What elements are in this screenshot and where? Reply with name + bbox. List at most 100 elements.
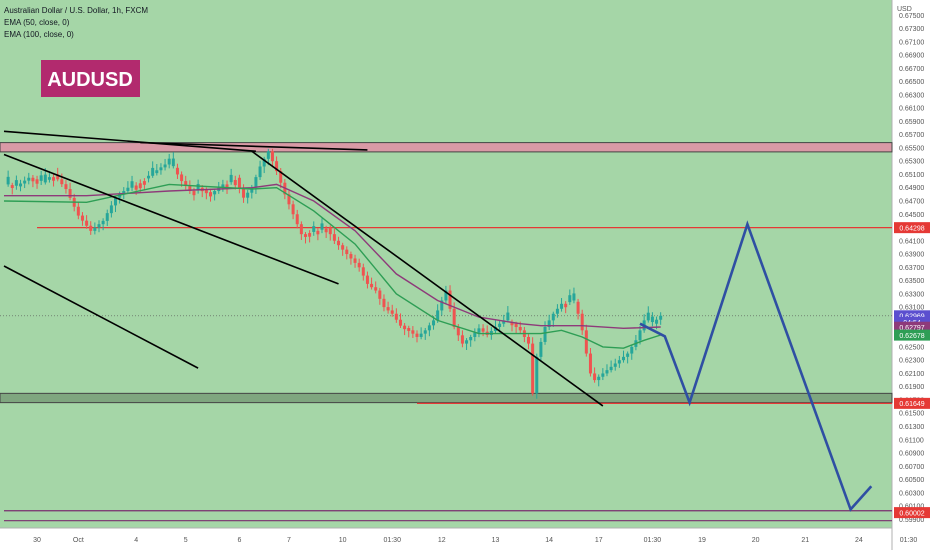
candle-body <box>403 325 407 330</box>
candle-body <box>316 230 320 235</box>
support-zone <box>0 392 893 404</box>
y-tick-label: 0.63300 <box>899 291 924 298</box>
candle-body <box>175 167 179 175</box>
candle-body <box>518 327 522 331</box>
axis-unit-label: USD <box>897 6 912 13</box>
top-trendline[interactable] <box>140 141 368 151</box>
y-tick-label: 0.65500 <box>899 145 924 152</box>
candle-body <box>502 320 506 324</box>
candle-body <box>60 179 64 185</box>
candle-body <box>155 170 159 174</box>
x-tick-label: 19 <box>698 537 706 544</box>
candle-body <box>258 166 262 178</box>
projection-path[interactable] <box>639 220 873 512</box>
candle-body <box>147 175 151 179</box>
y-tick-label: 0.64100 <box>899 238 924 245</box>
channel-top-trendline[interactable] <box>251 150 604 407</box>
candle-body <box>378 290 382 299</box>
price-label-tag <box>894 329 930 341</box>
candle-body <box>97 224 101 228</box>
price-label-text: 0.62678 <box>899 333 924 340</box>
candle-body <box>370 283 374 288</box>
candle-body <box>460 335 464 344</box>
x-tick-label: 01:30 <box>383 537 401 544</box>
candle-body <box>477 328 481 333</box>
candle-body <box>572 293 576 301</box>
candle-body <box>246 192 250 198</box>
candle-body <box>427 325 431 331</box>
y-tick-label: 0.62500 <box>899 344 924 351</box>
candle-body <box>605 370 609 374</box>
candle-body <box>543 327 547 342</box>
y-tick-label: 0.65300 <box>899 159 924 166</box>
candle-body <box>118 194 122 198</box>
candle-body <box>221 184 225 188</box>
channel-bottom-trendline[interactable] <box>3 153 339 285</box>
price-label-tag <box>894 397 930 409</box>
candle-body <box>527 336 531 344</box>
candle-body <box>551 313 555 321</box>
candle-body <box>555 308 559 314</box>
price-label-text: 0.64298 <box>899 225 924 232</box>
candle-body <box>332 234 336 241</box>
candle-body <box>130 181 134 188</box>
candle-body <box>242 187 246 198</box>
candle-body <box>171 158 175 167</box>
candle-body <box>291 204 295 215</box>
price-label-text: 0.62797 <box>899 325 924 332</box>
y-tick-label: 0.60100 <box>899 504 924 511</box>
candle-body <box>419 333 423 337</box>
candle-body <box>303 234 307 237</box>
y-tick-label: 0.66700 <box>899 66 924 73</box>
lower-trendline[interactable] <box>3 265 199 369</box>
candle-body <box>163 164 167 168</box>
y-tick-label: 0.67500 <box>899 13 924 20</box>
candle-body <box>52 177 56 181</box>
candle-body <box>192 191 196 196</box>
y-tick-label: 0.60500 <box>899 477 924 484</box>
candle-body <box>452 308 456 328</box>
x-tick-label: 4 <box>134 537 138 544</box>
candle-body <box>262 158 266 167</box>
x-tick-label: 14 <box>545 537 553 544</box>
candle-body <box>622 356 625 361</box>
y-tick-label: 0.60700 <box>899 464 924 471</box>
price-axis-background <box>892 0 932 550</box>
y-tick-label: 0.61100 <box>899 437 924 444</box>
candle-body <box>308 233 312 237</box>
y-tick-label: 0.63700 <box>899 265 924 272</box>
candle-body <box>531 343 535 394</box>
candle-body <box>576 301 580 314</box>
candle-body <box>506 312 510 321</box>
candle-body <box>80 215 84 221</box>
candle-body <box>564 303 568 308</box>
candle-body <box>568 295 572 303</box>
candle-body <box>159 167 163 171</box>
candle-body <box>229 174 233 183</box>
candle-body <box>597 376 601 381</box>
candle-body <box>588 353 592 374</box>
candle-body <box>312 226 316 232</box>
candle-body <box>114 197 118 206</box>
candle-body <box>423 330 427 334</box>
candle-body <box>345 249 349 255</box>
y-tick-label: 0.67100 <box>899 39 924 46</box>
candle-body <box>630 346 634 354</box>
candle-body <box>279 171 283 183</box>
candle-body <box>27 177 31 181</box>
candle-body <box>659 315 663 320</box>
candle-body <box>638 330 642 341</box>
upper-trendline[interactable] <box>3 130 256 153</box>
y-tick-label: 0.62100 <box>899 371 924 378</box>
candle-body <box>101 220 105 225</box>
x-tick-label: 17 <box>595 537 603 544</box>
candle-body <box>514 323 518 328</box>
y-tick-label: 0.66100 <box>899 106 924 113</box>
candle-body <box>184 181 188 187</box>
candle-body <box>270 151 274 162</box>
y-tick-label: 0.65900 <box>899 119 924 126</box>
candle-body <box>126 187 130 192</box>
candle-body <box>151 167 155 176</box>
candle-body <box>68 189 72 198</box>
